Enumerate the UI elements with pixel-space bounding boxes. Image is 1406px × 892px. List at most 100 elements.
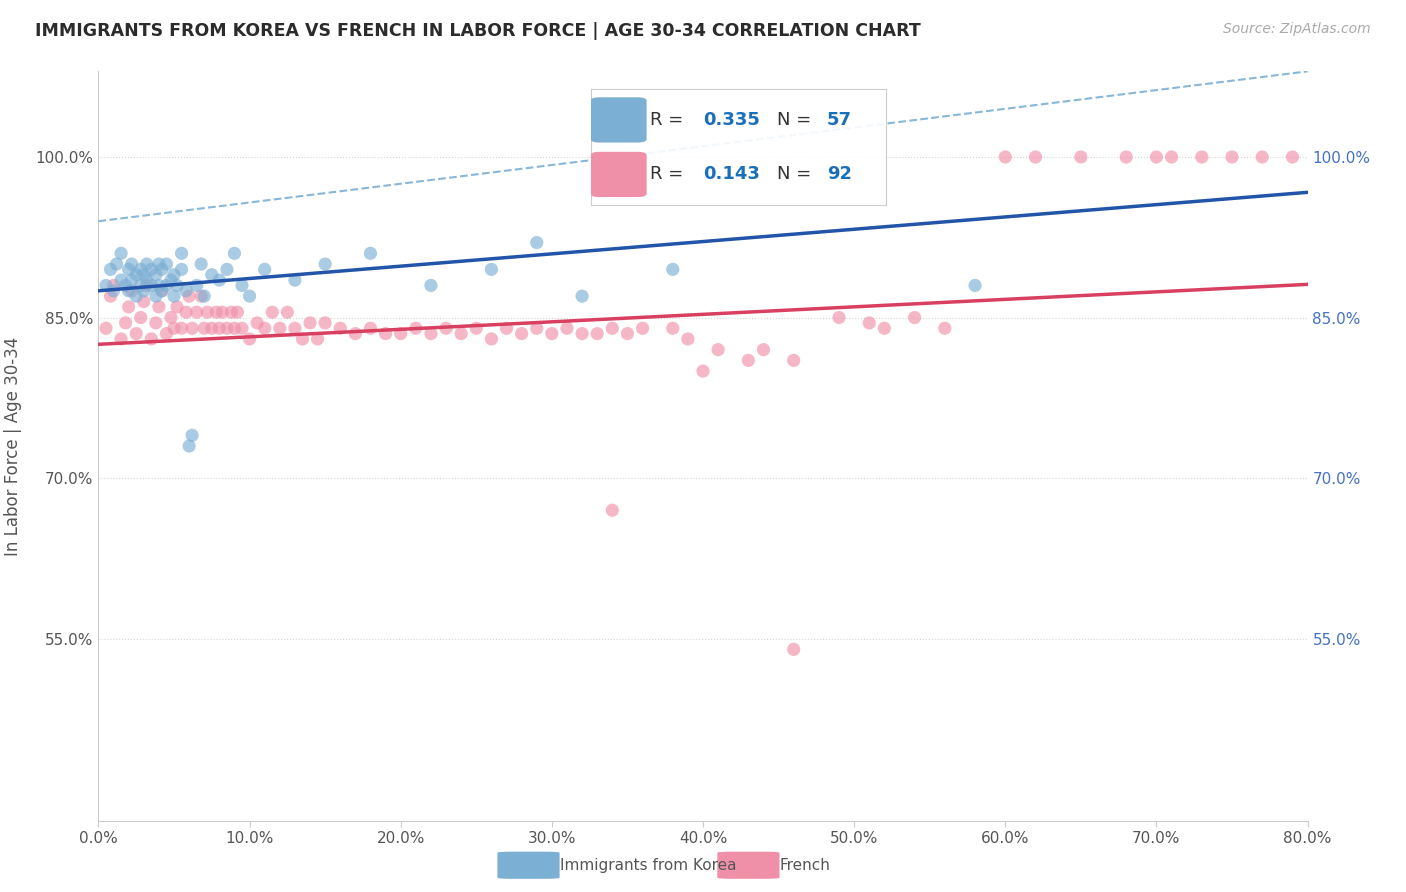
Point (420, 326, 443, 341)
Point (737, 353, 759, 368)
Point (163, 289, 186, 303)
Text: IMMIGRANTS FROM KOREA VS FRENCH IN LABOR FORCE | AGE 30-34 CORRELATION CHART: IMMIGRANTS FROM KOREA VS FRENCH IN LABOR… (35, 22, 921, 40)
Point (125, 268, 148, 282)
Point (828, 310, 851, 325)
Point (125, 326, 148, 341)
Text: Source: ZipAtlas.com: Source: ZipAtlas.com (1223, 22, 1371, 37)
Point (253, 262, 276, 277)
Text: 92: 92 (827, 165, 852, 184)
Point (118, 262, 141, 277)
Point (360, 321, 382, 335)
Point (344, 326, 367, 341)
Point (602, 321, 624, 335)
Point (148, 300, 170, 314)
Point (193, 289, 215, 303)
Text: R =: R = (650, 165, 689, 184)
Point (314, 316, 336, 330)
Point (114, 278, 136, 293)
FancyBboxPatch shape (717, 852, 779, 879)
Point (661, 262, 683, 277)
Point (389, 326, 412, 341)
Point (1251, 150, 1274, 164)
Point (150, 262, 173, 277)
Point (405, 321, 427, 335)
Point (121, 257, 143, 271)
Point (284, 321, 307, 335)
Point (420, 278, 443, 293)
Point (526, 321, 548, 335)
Point (616, 326, 638, 341)
Point (1160, 150, 1182, 164)
Point (129, 310, 152, 325)
Point (160, 310, 183, 325)
Point (1191, 150, 1213, 164)
Point (150, 284, 173, 298)
Point (129, 278, 152, 293)
Point (284, 273, 307, 287)
Point (262, 305, 284, 319)
Point (631, 321, 654, 335)
Point (1220, 150, 1243, 164)
Point (141, 262, 163, 277)
Point (1144, 150, 1167, 164)
Point (602, 503, 624, 517)
Point (374, 326, 396, 341)
Point (190, 289, 212, 303)
Point (269, 321, 291, 335)
Point (100, 289, 122, 303)
Point (121, 284, 143, 298)
Point (707, 343, 730, 357)
FancyBboxPatch shape (591, 97, 647, 143)
Point (94, 278, 117, 293)
Point (118, 300, 141, 314)
Point (135, 257, 157, 271)
Point (195, 305, 218, 319)
Point (155, 257, 177, 271)
Point (661, 321, 683, 335)
Point (129, 262, 152, 277)
Point (253, 321, 276, 335)
Text: N =: N = (776, 111, 817, 129)
Text: French: French (779, 858, 831, 872)
Text: Immigrants from Korea: Immigrants from Korea (560, 858, 737, 872)
Point (1024, 150, 1046, 164)
Point (179, 289, 201, 303)
Point (1070, 150, 1092, 164)
Point (181, 321, 204, 335)
Point (481, 262, 503, 277)
Point (481, 332, 503, 346)
Point (215, 321, 238, 335)
Point (246, 316, 269, 330)
Point (179, 439, 201, 453)
Point (291, 332, 314, 346)
Point (181, 428, 204, 442)
Point (125, 289, 148, 303)
Point (571, 326, 593, 341)
Point (314, 257, 336, 271)
Point (94, 321, 117, 335)
Point (132, 268, 155, 282)
Point (307, 332, 329, 346)
Point (226, 305, 249, 319)
Point (110, 332, 132, 346)
Text: 0.143: 0.143 (703, 165, 759, 184)
Text: 57: 57 (827, 111, 852, 129)
Point (571, 289, 593, 303)
Point (676, 332, 699, 346)
Text: 0.335: 0.335 (703, 111, 759, 129)
Point (193, 321, 215, 335)
Point (450, 326, 472, 341)
Point (155, 326, 177, 341)
Point (211, 305, 233, 319)
Text: N =: N = (776, 165, 817, 184)
Point (121, 273, 143, 287)
Point (224, 321, 246, 335)
Point (873, 321, 896, 335)
Point (231, 321, 253, 335)
Point (1115, 150, 1137, 164)
Point (994, 150, 1017, 164)
Point (201, 268, 224, 282)
Point (170, 321, 193, 335)
Point (190, 257, 212, 271)
Point (166, 300, 188, 314)
